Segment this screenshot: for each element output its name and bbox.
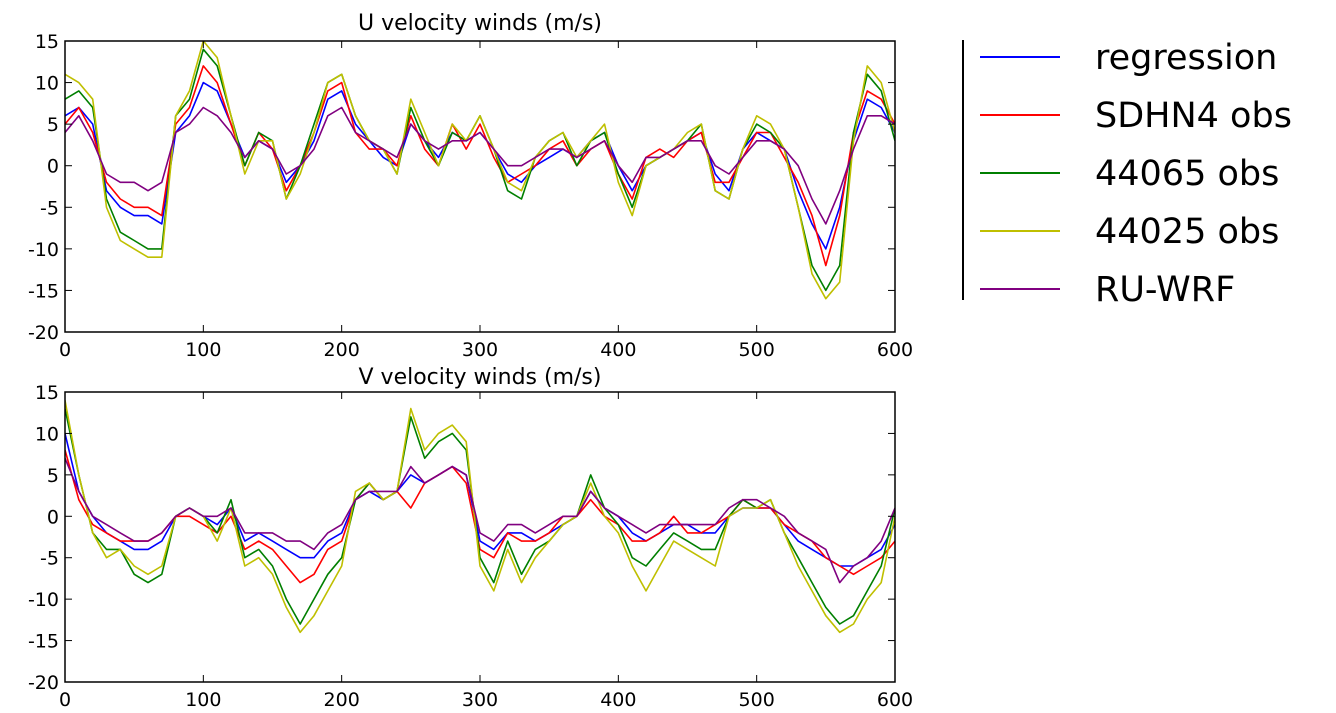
y-tick-label: -10 (28, 239, 59, 261)
v-velocity-chart: V velocity winds (m/s) 0 100 200 300 400 500 6… (28, 365, 913, 711)
y-tick-label: 0 (47, 506, 59, 528)
x-tick-label: 200 (324, 339, 360, 361)
series-line-4 (65, 457, 895, 584)
y-tick-label: 15 (35, 31, 59, 53)
series-line-2 (65, 48, 895, 292)
series-line-4 (65, 106, 895, 225)
legend-label: regression (1095, 38, 1277, 78)
x-tick-label: 100 (185, 689, 221, 711)
u-velocity-chart: U velocity winds (m/s) 0 100 200 300 400 500 6… (28, 11, 913, 361)
x-tick-label: 300 (462, 689, 498, 711)
x-tick-label: 400 (600, 339, 636, 361)
series-line-3 (65, 41, 895, 300)
x-tick-label: 600 (877, 689, 913, 711)
x-tick-label: 600 (877, 339, 913, 361)
x-tick-label: 0 (59, 339, 71, 361)
legend-label: 44025 obs (1095, 212, 1279, 252)
x-tick-label: 200 (324, 689, 360, 711)
y-tick-label: -20 (28, 322, 59, 344)
y-tick-label: -20 (28, 672, 59, 694)
y-tick-label: 5 (47, 114, 59, 136)
x-tick-label: 500 (739, 339, 775, 361)
y-tick-label: 10 (35, 423, 59, 445)
legend: regression SDHN4 obs 44065 obs 44025 obs RU-… (962, 38, 1292, 310)
chart-title: V velocity winds (m/s) (359, 365, 602, 390)
legend-label: 44065 obs (1095, 154, 1279, 194)
y-tick-label: 15 (35, 382, 59, 404)
x-tick-label: 0 (59, 689, 71, 711)
legend-label: SDHN4 obs (1095, 96, 1292, 136)
axes-frame (64, 40, 896, 333)
y-tick-label: -15 (28, 631, 59, 653)
plot-area: 0 100 200 300 400 500 600 -20 -15 -10 -5 0 5 10 15 (28, 382, 913, 711)
x-tick-label: 300 (462, 339, 498, 361)
y-tick-label: 5 (47, 465, 59, 487)
x-tick-label: 400 (600, 689, 636, 711)
y-tick-label: -5 (40, 548, 59, 570)
chart-title: U velocity winds (m/s) (358, 11, 602, 36)
axes-frame (64, 391, 896, 683)
x-tick-label: 100 (185, 339, 221, 361)
legend-label: RU-WRF (1095, 270, 1235, 310)
y-tick-label: 0 (47, 156, 59, 178)
y-tick-label: 10 (35, 73, 59, 95)
x-tick-label: 500 (739, 689, 775, 711)
plot-area: 0 100 200 300 400 500 600 -20 -15 -10 -5 0 5 10 15 (28, 31, 913, 361)
y-tick-label: -15 (28, 280, 59, 302)
y-tick-label: -5 (40, 197, 59, 219)
y-tick-label: -10 (28, 589, 59, 611)
series-line-1 (65, 65, 895, 267)
